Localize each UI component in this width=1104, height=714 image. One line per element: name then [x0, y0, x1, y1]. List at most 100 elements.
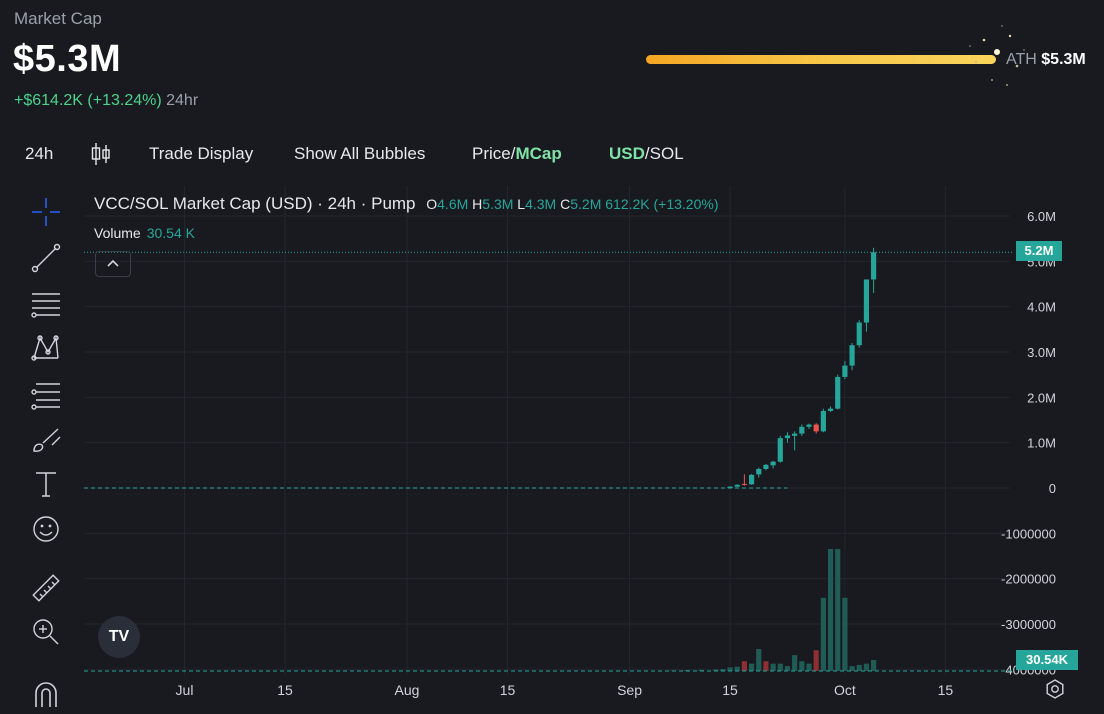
- close-value: 5.2M: [570, 196, 602, 212]
- x-tick-label: Sep: [617, 682, 642, 698]
- y-tick-label: 0: [1049, 481, 1056, 496]
- candle-body[interactable]: [820, 410, 826, 432]
- crosshair-icon[interactable]: [30, 196, 62, 228]
- volume-bar: [720, 669, 726, 671]
- volume-bar: [849, 666, 855, 671]
- open-value: 4.6M: [437, 196, 469, 212]
- x-tick-label: Aug: [395, 682, 420, 698]
- low-label: L: [517, 196, 526, 212]
- candle-body[interactable]: [792, 433, 798, 436]
- volume-bar: [727, 667, 733, 671]
- volume-bar: [856, 664, 862, 671]
- ohlc-values: O4.6M H5.3M L4.3M C5.2M 612.2K (+13.20%): [426, 196, 718, 212]
- currency-toggle[interactable]: USD/SOL: [609, 144, 684, 164]
- volume-bar: [698, 669, 704, 671]
- volume-bar: [820, 597, 826, 671]
- volume-bar: [777, 663, 783, 671]
- price-mcap-toggle[interactable]: Price/MCap: [472, 144, 562, 164]
- candle-body[interactable]: [856, 322, 862, 346]
- brush-icon[interactable]: [30, 423, 62, 455]
- change-value: 612.2K (+13.20%): [605, 196, 719, 212]
- y-tick-label: 1.0M: [1027, 436, 1056, 451]
- chevron-up-icon: [107, 259, 119, 267]
- separator: /: [644, 144, 650, 163]
- ath-progress-bar: [646, 55, 996, 64]
- magnet-icon[interactable]: [30, 677, 62, 709]
- candle-body[interactable]: [748, 474, 755, 485]
- candlestick-icon[interactable]: [90, 141, 112, 172]
- trade-display-button[interactable]: Trade Display: [149, 144, 254, 163]
- last-price-badge: 5.2M: [1016, 241, 1062, 261]
- candle-body[interactable]: [835, 376, 841, 409]
- candle-body[interactable]: [741, 483, 747, 485]
- volume-bar: [734, 666, 740, 671]
- volume-bar: [713, 669, 719, 671]
- volume-bar: [770, 663, 776, 671]
- sol-option[interactable]: SOL: [649, 144, 684, 163]
- pattern-icon[interactable]: [30, 332, 62, 364]
- candle-body[interactable]: [784, 435, 791, 439]
- candle-body[interactable]: [842, 365, 848, 377]
- symbol-title: VCC/SOL Market Cap (USD) · 24h · Pump: [94, 194, 416, 213]
- volume-bar: [741, 661, 747, 671]
- market-cap-label: Market Cap: [14, 9, 102, 28]
- zoom-in-icon[interactable]: [30, 616, 62, 648]
- chart-legend: VCC/SOL Market Cap (USD) · 24h · Pump O4…: [94, 194, 719, 214]
- market-cap-chart[interactable]: 6.0M5.0M4.0M3.0M2.0M1.0M0-1000000-200000…: [0, 180, 1104, 707]
- price-option[interactable]: Price: [472, 144, 511, 163]
- interval-selector[interactable]: 24h: [25, 144, 54, 163]
- x-tick-label: 15: [938, 682, 954, 698]
- volume-bar: [756, 649, 762, 671]
- candle-body[interactable]: [756, 468, 762, 475]
- candle-body[interactable]: [734, 484, 740, 487]
- high-value: 5.3M: [482, 196, 514, 212]
- ath-value: $5.3M: [1041, 51, 1086, 68]
- candle-body[interactable]: [799, 426, 805, 434]
- gear-icon[interactable]: [1045, 679, 1065, 699]
- volume-bar: [763, 661, 769, 671]
- x-tick-label: 15: [277, 682, 293, 698]
- show-all-bubbles-button[interactable]: Show All Bubbles: [294, 144, 426, 163]
- volume-bar: [813, 650, 819, 671]
- market-cap-value: $5.3M: [13, 38, 122, 80]
- y-tick-label: 2.0M: [1027, 390, 1056, 405]
- ruler-icon[interactable]: [30, 572, 62, 604]
- volume-bar: [748, 663, 755, 671]
- candle-body[interactable]: [849, 345, 855, 366]
- candle-body[interactable]: [871, 252, 877, 280]
- horizontal-lines-icon[interactable]: [30, 288, 62, 320]
- text-icon[interactable]: [30, 468, 62, 500]
- candle-body[interactable]: [763, 464, 769, 469]
- volume-bar: [835, 549, 841, 671]
- volume-legend: Volume 30.54 K: [94, 225, 195, 241]
- mcap-option[interactable]: MCap: [515, 144, 562, 163]
- ath-display: ATH $5.3M: [1006, 51, 1086, 69]
- candle-body[interactable]: [827, 408, 834, 411]
- x-tick-label: 15: [500, 682, 516, 698]
- emoji-icon[interactable]: [30, 513, 62, 545]
- volume-badge: 30.54K: [1016, 650, 1078, 670]
- volume-bar: [827, 549, 834, 671]
- candle-body[interactable]: [863, 279, 870, 323]
- candle-body[interactable]: [727, 486, 733, 488]
- candle-body[interactable]: [770, 461, 776, 466]
- candle-body[interactable]: [806, 424, 812, 427]
- volume-bar: [784, 666, 791, 671]
- change-value: +$614.2K: [14, 92, 83, 109]
- high-label: H: [472, 196, 483, 212]
- tradingview-logo-icon[interactable]: TV: [98, 616, 140, 658]
- collapse-legend-button[interactable]: [95, 251, 131, 277]
- trend-line-icon[interactable]: [30, 242, 62, 274]
- volume-value: 30.54 K: [146, 225, 195, 241]
- chart-toolbar: 24h Trade Display Show All Bubbles Price…: [0, 128, 1104, 180]
- close-label: C: [560, 196, 571, 212]
- y-tick-label: 6.0M: [1027, 209, 1056, 224]
- x-tick-label: Jul: [176, 682, 194, 698]
- usd-option[interactable]: USD: [609, 144, 645, 163]
- volume-bar: [806, 663, 812, 671]
- y-tick-label: 3.0M: [1027, 345, 1056, 360]
- market-cap-change: +$614.2K (+13.24%) 24hr: [14, 92, 198, 110]
- candle-body[interactable]: [777, 438, 783, 462]
- fib-icon[interactable]: [30, 378, 62, 410]
- candle-body[interactable]: [813, 424, 819, 432]
